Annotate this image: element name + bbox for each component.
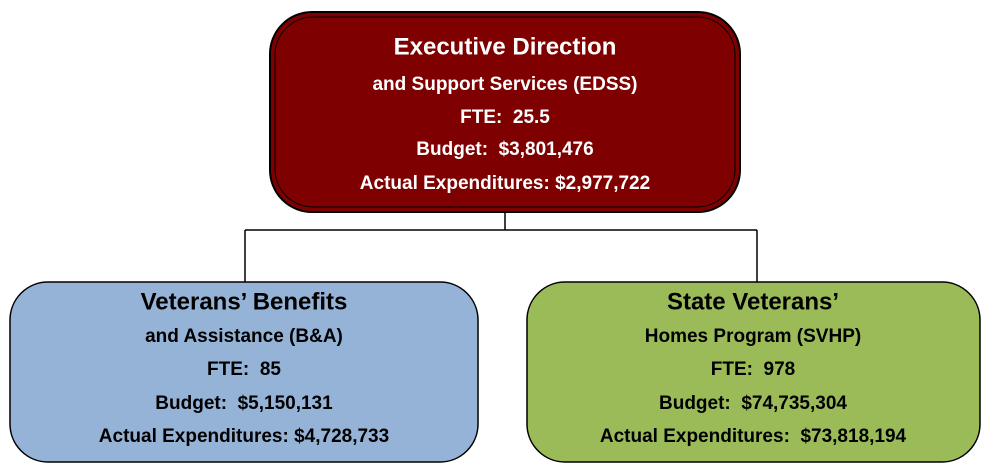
node-fte: FTE: 85 <box>207 359 281 380</box>
node-subtitle: Homes Program (SVHP) <box>645 326 861 347</box>
node-expenditures: Actual Expenditures: $4,728,733 <box>99 426 389 447</box>
node-expenditures: Actual Expenditures: $73,818,194 <box>600 426 907 447</box>
node-ba: Veterans’ Benefits and Assistance (B&A) … <box>9 281 479 463</box>
node-fte: FTE: 25.5 <box>460 107 550 128</box>
node-fte: FTE: 978 <box>711 359 795 380</box>
node-budget: Budget: $5,150,131 <box>155 393 333 414</box>
node-budget: Budget: $74,735,304 <box>659 393 847 414</box>
node-budget: Budget: $3,801,476 <box>416 139 593 160</box>
node-title: Veterans’ Benefits <box>141 288 348 315</box>
node-subtitle: and Assistance (B&A) <box>145 326 343 347</box>
node-title: State Veterans’ <box>667 288 839 315</box>
node-edss: Executive Direction and Support Services… <box>269 11 741 213</box>
node-box-inner <box>274 16 736 208</box>
node-svhp: State Veterans’ Homes Program (SVHP) FTE… <box>526 281 981 463</box>
node-title: Executive Direction <box>394 33 617 60</box>
connectors <box>244 212 758 282</box>
node-subtitle: and Support Services (EDSS) <box>372 74 637 95</box>
node-box <box>269 11 741 213</box>
node-box <box>9 281 479 463</box>
node-expenditures: Actual Expenditures: $2,977,722 <box>360 173 650 194</box>
node-box <box>526 281 981 463</box>
